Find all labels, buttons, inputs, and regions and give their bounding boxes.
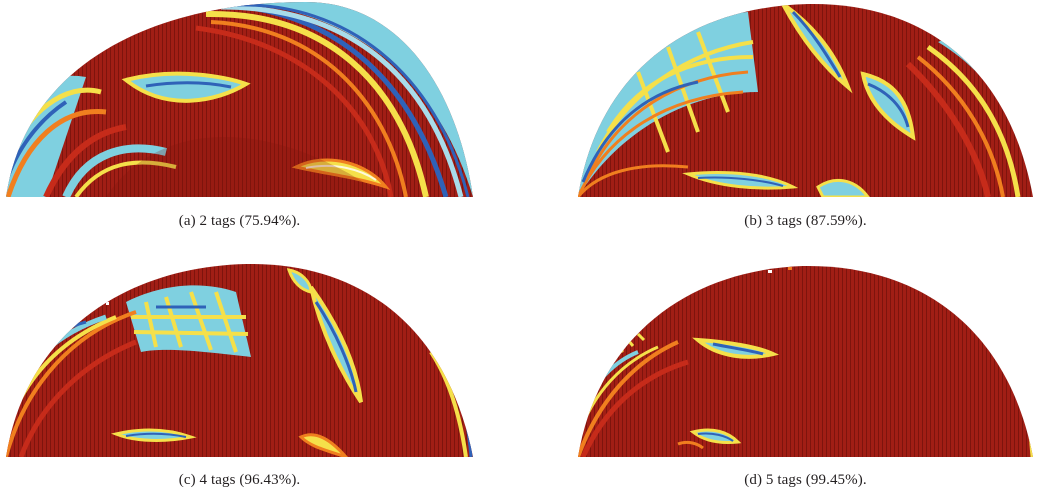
caption-a: (a) 2 tags (75.94%). (178, 213, 301, 229)
caption-c: (c) 4 tags (96.43%). (178, 472, 301, 488)
caption-d: (d) 5 tags (99.45%). (744, 472, 867, 488)
heatmap-panel-b (578, 2, 1033, 197)
dome-heatmap-d (578, 265, 1033, 457)
heatmap-panel-c (6, 262, 473, 457)
dome-heatmap-a (6, 2, 473, 197)
dome-heatmap-c (6, 263, 473, 457)
heatmap-panel-d (578, 262, 1033, 457)
dome-heatmap-b (578, 3, 1033, 197)
caption-b: (b) 3 tags (87.59%). (744, 213, 867, 229)
heatmap-panel-a (6, 2, 473, 197)
